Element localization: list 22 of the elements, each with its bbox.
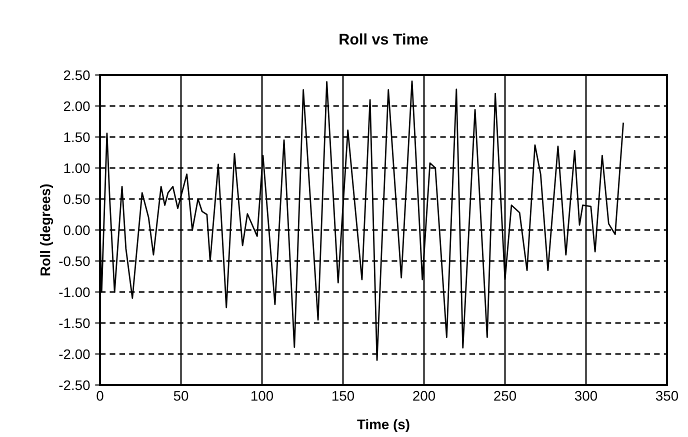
y-tick-label: 0.00 [64, 225, 90, 236]
y-tick-label: 0.50 [64, 194, 90, 204]
y-tick-label: -1.00 [59, 287, 90, 298]
y-tick-label: -2.00 [59, 349, 90, 360]
y-tick-label: -2.50 [59, 380, 90, 390]
x-tick-label: 200 [413, 390, 436, 401]
y-tick-label: 2.50 [64, 70, 90, 80]
y-tick-label: -0.50 [59, 256, 90, 266]
x-tick-label: 0 [96, 390, 104, 401]
y-tick-label: -1.50 [59, 318, 90, 328]
x-tick-label: 150 [332, 390, 354, 401]
y-axis-title: Roll (degrees) [40, 184, 54, 276]
x-axis-title: Time (s) [357, 419, 410, 432]
x-tick-label: 50 [174, 390, 188, 401]
x-tick-label: 250 [494, 390, 516, 401]
chart-title: Roll vs Time [340, 33, 428, 45]
x-tick-label: 300 [574, 390, 598, 401]
y-tick-label: 1.50 [64, 132, 90, 142]
x-tick-label: 350 [656, 390, 678, 401]
y-tick-label: 2.00 [64, 101, 90, 112]
x-tick-label: 100 [251, 390, 274, 401]
y-tick-label: 1.00 [64, 163, 90, 174]
